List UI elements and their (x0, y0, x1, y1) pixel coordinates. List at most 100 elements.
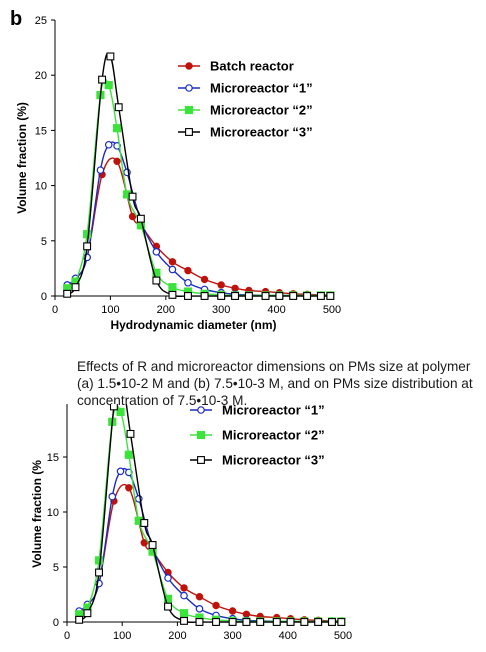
data-point-microreactor-2 (112, 124, 122, 133)
legend-marker-microreactor-2 (184, 105, 194, 115)
data-point-microreactor-1 (184, 278, 192, 287)
x-tick-label: 500 (323, 304, 341, 316)
plot-area (75, 404, 346, 626)
data-point-microreactor-1 (195, 605, 204, 613)
data-point-microreactor-1 (168, 265, 177, 274)
data-point-batch-reactor (217, 281, 225, 289)
data-point-microreactor-1 (108, 492, 117, 501)
y-tick-label: 20 (35, 70, 47, 82)
y-tick-label: 15 (47, 452, 59, 464)
data-point-microreactor-3 (261, 292, 270, 300)
x-tick-label: 300 (223, 630, 241, 642)
legend-label: Batch reactor (210, 59, 294, 74)
data-point-microreactor-3 (114, 103, 123, 112)
x-tick-label: 200 (157, 304, 175, 316)
data-point-batch-reactor (168, 258, 177, 266)
data-point-batch-reactor (128, 212, 137, 221)
data-point-microreactor-1 (96, 166, 105, 174)
data-point-microreactor-3 (231, 292, 239, 300)
legend-item: Microreactor “3” (190, 453, 325, 468)
data-point-microreactor-2 (152, 268, 161, 277)
legend: Microreactor “1” Microreactor “2” Microrea… (190, 404, 325, 468)
data-point-microreactor-3 (244, 292, 253, 300)
legend-marker-microreactor-3 (197, 456, 205, 464)
data-point-microreactor-2 (168, 283, 177, 292)
plot-area (63, 52, 335, 300)
legend-label: Microreactor “1” (222, 404, 325, 418)
data-point-microreactor-1 (164, 574, 172, 582)
data-point-microreactor-3 (98, 75, 107, 84)
data-point-batch-reactor (113, 157, 121, 166)
x-axis-title: Hydrodynamic diameter (nm) (110, 318, 276, 332)
x-tick-label: 100 (113, 630, 131, 642)
data-point-microreactor-3 (75, 615, 84, 624)
x-tick-label: 0 (52, 304, 58, 316)
y-tick-label: 5 (53, 562, 59, 574)
data-point-microreactor-3 (109, 404, 118, 411)
legend-marker-microreactor-3 (185, 128, 193, 136)
data-point-microreactor-3 (316, 292, 325, 300)
size-distribution-chart-top: 0 100 200 300 400 500 0 5 10 15 20 25 Hydrodynamic d… (15, 15, 341, 332)
data-point-microreactor-3 (180, 616, 188, 625)
y-tick-label: 10 (47, 507, 59, 519)
data-point-microreactor-2 (179, 609, 189, 618)
legend-marker-microreactor-1 (197, 406, 205, 414)
legend-label: Microreactor “3” (222, 453, 325, 468)
legend-label: Microreactor “1” (210, 81, 313, 96)
y-axis-title: Volume fraction (% (30, 460, 44, 568)
y-axis-title: Volume fraction (%) (15, 102, 29, 214)
data-point-microreactor-3 (328, 618, 336, 626)
data-point-microreactor-3 (289, 292, 298, 300)
data-point-batch-reactor (180, 584, 188, 592)
data-point-microreactor-1 (152, 248, 161, 256)
data-point-microreactor-3 (184, 292, 192, 300)
x-tick-label: 0 (64, 630, 70, 642)
data-point-microreactor-2 (83, 230, 92, 239)
data-point-microreactor-1 (104, 140, 113, 149)
data-point-microreactor-3 (140, 519, 149, 527)
x-tick-label: 400 (267, 304, 285, 316)
data-point-microreactor-2 (163, 594, 173, 604)
data-point-microreactor-3 (148, 541, 157, 549)
caption-line: (a) 1.5•10-2 M and (b) 7.5•10-3 M, and o… (77, 376, 473, 391)
y-tick-label: 5 (41, 236, 47, 248)
legend-item: Microreactor “2” (178, 103, 313, 118)
legend-item: Batch reactor (178, 59, 294, 74)
data-point-microreactor-2 (94, 556, 104, 565)
data-point-microreactor-3 (275, 292, 284, 300)
data-point-batch-reactor (231, 284, 239, 292)
data-point-microreactor-3 (63, 289, 72, 298)
series-line-batch-reactor (78, 483, 342, 622)
legend-label: Microreactor “3” (210, 125, 313, 140)
caption-line: Effects of R and microreactor dimensions… (77, 359, 471, 374)
panel-label: b (10, 8, 23, 30)
x-tick-label: 200 (168, 630, 186, 642)
data-point-batch-reactor (195, 593, 204, 601)
data-point-batch-reactor (140, 539, 148, 547)
series-line-batch-reactor (66, 157, 331, 296)
x-tick-label: 300 (212, 304, 230, 316)
data-point-microreactor-3 (106, 52, 115, 61)
y-tick-label: 10 (35, 181, 47, 193)
y-tick-label: 0 (41, 291, 47, 303)
series-line-microreactor-1 (78, 467, 342, 623)
data-point-batch-reactor (125, 484, 133, 492)
legend: Batch reactor Microreactor “1” Microreacto… (178, 59, 313, 140)
data-point-microreactor-2 (116, 407, 125, 416)
legend-label: Microreactor “2” (222, 428, 325, 443)
data-point-batch-reactor (242, 610, 251, 619)
data-point-microreactor-1 (116, 467, 125, 476)
x-tick-label: 400 (279, 630, 297, 642)
data-point-microreactor-3 (152, 276, 161, 285)
data-point-batch-reactor (184, 266, 192, 275)
data-point-microreactor-3 (326, 292, 335, 300)
legend-item: Microreactor “3” (178, 125, 313, 140)
data-point-microreactor-3 (136, 214, 145, 223)
data-point-microreactor-1 (180, 591, 188, 600)
y-tick-label: 0 (53, 617, 59, 629)
data-point-microreactor-3 (164, 602, 172, 611)
data-point-microreactor-3 (217, 292, 226, 300)
data-point-batch-reactor (212, 601, 220, 610)
data-point-microreactor-3 (195, 618, 204, 626)
